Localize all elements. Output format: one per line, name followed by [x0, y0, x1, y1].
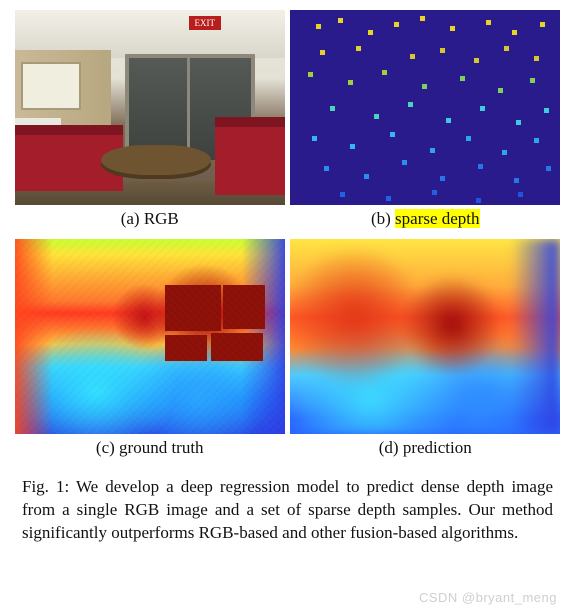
panel-d: (d) prediction	[290, 239, 562, 464]
sparse-depth-dot	[516, 120, 521, 125]
sparse-depth-dot	[534, 56, 539, 61]
sparse-depth-dot	[374, 114, 379, 119]
exit-sign: EXIT	[189, 16, 221, 30]
panel-c: (c) ground truth	[14, 239, 286, 464]
sparse-depth-dot	[368, 30, 373, 35]
sparse-depth-dot	[474, 58, 479, 63]
sparse-depth-dot	[350, 144, 355, 149]
sparse-depth-dot	[486, 20, 491, 25]
sparse-depth-dot	[324, 166, 329, 171]
sparse-depth-dot	[446, 118, 451, 123]
sparse-depth-dot	[312, 136, 317, 141]
sparse-depth-dot	[440, 176, 445, 181]
panel-b: (b) sparse depth	[290, 10, 562, 235]
panel-b-caption-prefix: (b)	[371, 209, 395, 228]
sparse-depth-dot	[364, 174, 369, 179]
sparse-depth-dot	[382, 70, 387, 75]
sparse-depth-dot	[518, 192, 523, 197]
panel-a-caption: (a) RGB	[121, 209, 179, 229]
figure-grid: EXIT (a) RGB (b) sparse depth (	[0, 0, 575, 464]
sparse-depth-dot	[478, 164, 483, 169]
figure-label: Fig. 1:	[22, 477, 69, 496]
sparse-depth-dot	[420, 16, 425, 21]
sparse-depth-dot	[390, 132, 395, 137]
sparse-depth-dot	[480, 106, 485, 111]
sparse-depth-dot	[338, 18, 343, 23]
sparse-depth-dot	[544, 108, 549, 113]
panel-a: EXIT (a) RGB	[14, 10, 286, 235]
pred-gradient-overlay	[290, 239, 560, 434]
sparse-depth-dot	[466, 136, 471, 141]
panel-d-caption: (d) prediction	[379, 438, 472, 458]
sparse-depth-dot	[330, 106, 335, 111]
figure-caption-text: We develop a deep regression model to pr…	[22, 477, 553, 542]
gt-texture	[15, 239, 285, 434]
sparse-depth-dot	[504, 46, 509, 51]
right-couch	[215, 117, 285, 195]
panel-d-image	[290, 239, 560, 434]
door-frame	[125, 54, 255, 58]
panel-c-caption: (c) ground truth	[96, 438, 204, 458]
panel-b-caption: (b) sparse depth	[371, 209, 480, 229]
round-table	[101, 145, 211, 175]
sparse-depth-dot	[440, 48, 445, 53]
sparse-depth-dot	[308, 72, 313, 77]
sparse-depth-dot	[386, 196, 391, 201]
sparse-depth-dot	[546, 166, 551, 171]
sparse-depth-dot	[422, 84, 427, 89]
sparse-depth-dot	[514, 178, 519, 183]
sparse-depth-dot	[476, 198, 481, 203]
door-frame	[125, 54, 129, 160]
panel-b-image	[290, 10, 560, 205]
sparse-depth-dot	[320, 50, 325, 55]
sparse-depth-dot	[530, 78, 535, 83]
panel-c-image	[15, 239, 285, 434]
sparse-depth-dot	[356, 46, 361, 51]
sparse-depth-dot	[316, 24, 321, 29]
sparse-depth-dot	[498, 88, 503, 93]
sparse-depth-dot	[432, 190, 437, 195]
sparse-depth-dot	[394, 22, 399, 27]
sparse-depth-dot	[540, 22, 545, 27]
sparse-depth-dot	[408, 102, 413, 107]
sparse-depth-dot	[512, 30, 517, 35]
sparse-depth-dot	[402, 160, 407, 165]
watermark-text: CSDN @bryant_meng	[419, 590, 557, 605]
panel-a-image: EXIT	[15, 10, 285, 205]
sparse-depth-dot	[502, 150, 507, 155]
figure-caption: Fig. 1: We develop a deep regression mod…	[0, 464, 575, 545]
sparse-depth-dot	[460, 76, 465, 81]
sparse-depth-dot	[534, 138, 539, 143]
sparse-depth-dot	[340, 192, 345, 197]
sparse-depth-dot	[430, 148, 435, 153]
sparse-depth-dot	[410, 54, 415, 59]
door-frame	[187, 54, 190, 160]
sparse-depth-dot	[450, 26, 455, 31]
sparse-depth-dot	[348, 80, 353, 85]
window	[21, 62, 81, 110]
panel-b-caption-highlight: sparse depth	[395, 209, 480, 228]
